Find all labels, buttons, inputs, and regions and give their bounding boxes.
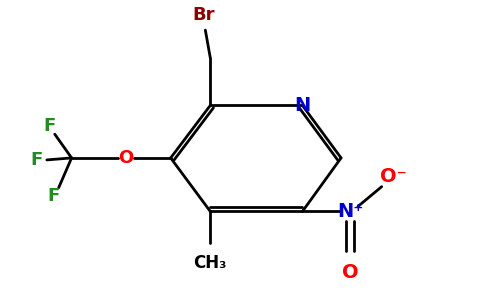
Text: F: F: [47, 187, 60, 205]
Text: F: F: [44, 117, 56, 135]
Text: O: O: [119, 149, 134, 167]
Text: N: N: [294, 96, 311, 115]
Text: O: O: [342, 263, 358, 282]
Text: O⁻: O⁻: [380, 167, 407, 186]
Text: Br: Br: [192, 6, 214, 24]
Text: F: F: [31, 151, 43, 169]
Text: N⁺: N⁺: [337, 202, 363, 221]
Text: CH₃: CH₃: [194, 254, 227, 272]
